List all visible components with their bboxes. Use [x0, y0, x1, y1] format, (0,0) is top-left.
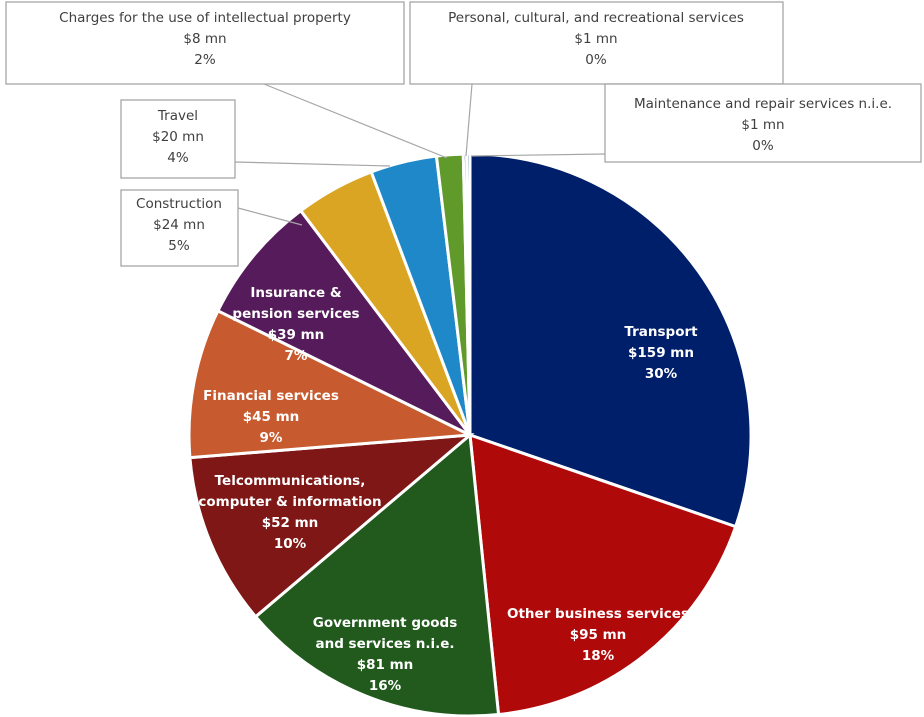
pie-slice-government-goods-and-services-n-i-e — [253, 432, 501, 717]
slice-label-transport: Transport $159 mn 30% — [624, 324, 698, 382]
slice-label-telcommunications-computer-and-information: Telcommunications, computer & information… — [198, 473, 381, 552]
pie-slices — [187, 152, 753, 717]
callout-box-travel — [120, 99, 236, 179]
slice-label-construction: Construction $24 mn 5% — [136, 196, 222, 254]
pie-slice-telcommunications-computer-and-information — [188, 433, 475, 619]
pie-slice-financial-services — [187, 308, 476, 460]
slice-label-charges-for-the-use-of-intellectual-property: Charges for the use of intellectual prop… — [59, 10, 351, 68]
slice-label-maintenance-and-repair-services-n-i-e: Maintenance and repair services n.i.e. $1… — [634, 96, 892, 154]
slice-label-financial-services: Financial services $45 mn 9% — [203, 388, 339, 446]
leader-line-maintenance-and-repair-services-n-i-e — [470, 153, 606, 157]
pie-slice-transport — [468, 152, 753, 529]
leader-line-charges-for-the-use-of-intellectual-property — [263, 83, 448, 159]
pie-slice-insurance-and-pension-services — [215, 208, 472, 437]
callout-box-maintenance-and-repair-services-n-i-e — [604, 83, 922, 163]
slice-label-travel: Travel $20 mn 4% — [152, 108, 204, 166]
leader-line-travel — [234, 161, 391, 167]
pie-slice-other-business-services — [468, 432, 738, 717]
leader-line-personal-cultural-and-recreational-services — [465, 83, 473, 157]
pie-labels: Transport $159 mn 30% Other business servic… — [5, 1, 922, 694]
leader-line-construction — [237, 207, 303, 226]
slice-label-other-business-services: Other business services $95 mn 18% — [507, 606, 689, 664]
callout-box-charges-for-the-use-of-intellectual-property — [5, 1, 405, 85]
slice-label-government-goods-and-services-n-i-e: Government goods and services n.i.e. $81 m… — [313, 615, 457, 694]
callout-box-personal-cultural-and-recreational-services — [409, 1, 784, 85]
slice-label-personal-cultural-and-recreational-services: Personal, cultural, and recreational ser… — [448, 10, 744, 68]
callout-box-construction — [120, 189, 239, 267]
slice-label-insurance-and-pension-services: Insurance & pension services $39 mn 7% — [232, 285, 359, 364]
callout-leader-lines — [234, 83, 606, 226]
